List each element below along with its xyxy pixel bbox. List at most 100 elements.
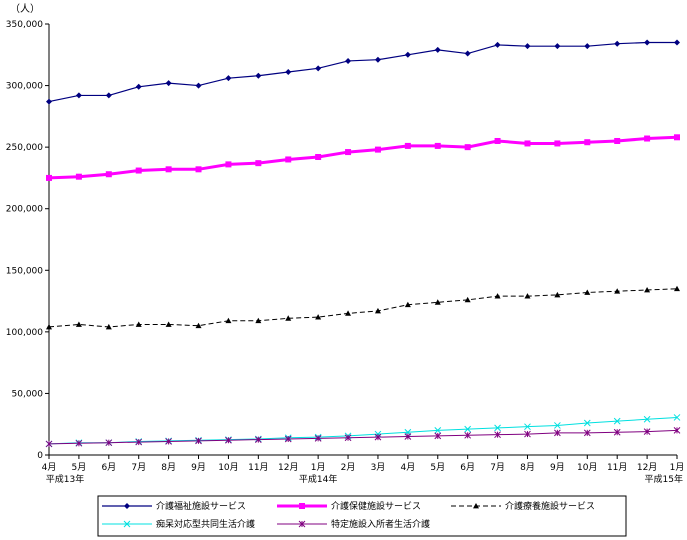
data-point xyxy=(673,427,681,434)
data-point xyxy=(315,153,322,160)
data-point xyxy=(285,156,292,163)
series-line xyxy=(48,416,678,445)
data-point xyxy=(135,83,142,90)
legend: 介護福祉施設サービス 介護保健施設サービス 介護療養施設サービス痴呆対応型共同生活介… xyxy=(97,495,627,537)
x-tick-label: 2月 xyxy=(341,462,356,473)
data-point xyxy=(464,425,472,433)
x-tick-label: 1月 xyxy=(670,462,685,473)
data-point xyxy=(614,288,621,294)
data-point xyxy=(524,423,531,431)
data-point xyxy=(434,432,442,440)
data-point xyxy=(674,39,680,46)
legend-item: 痴呆対応型共同生活介護 xyxy=(102,518,255,530)
data-point xyxy=(298,520,306,528)
x-tick-label: 6月 xyxy=(460,462,475,473)
data-point xyxy=(195,322,202,329)
series-line xyxy=(48,135,678,180)
data-point xyxy=(613,417,621,425)
x-tick-label: 11月 xyxy=(607,462,627,473)
series-2 xyxy=(46,134,680,181)
axes xyxy=(48,24,677,456)
data-point xyxy=(374,56,381,63)
data-point xyxy=(464,431,472,439)
data-point xyxy=(674,285,680,292)
data-point xyxy=(105,439,113,447)
data-point xyxy=(374,307,381,314)
data-point xyxy=(105,92,112,99)
legend-label: 介護保健施設サービス xyxy=(331,500,421,512)
y-tick-label: 50,000 xyxy=(12,389,44,399)
y-tick-label: 0 xyxy=(37,451,43,461)
data-point xyxy=(314,435,322,442)
data-point xyxy=(285,69,292,76)
data-point xyxy=(315,314,322,320)
legend-item: 特定施設入所者生活介護 xyxy=(277,518,430,530)
data-point xyxy=(165,321,172,327)
y-tick-label: 350,000 xyxy=(6,20,43,30)
data-point xyxy=(464,50,471,57)
data-point xyxy=(195,82,202,89)
y-tick-label: 300,000 xyxy=(6,82,43,92)
data-point xyxy=(494,293,501,299)
x-tick-label: 9月 xyxy=(550,462,565,473)
data-point xyxy=(225,436,232,444)
x-axis-ticks: 4月 5月 6月 7月 8月 9月 10月 11月 12月 1月 2月 3月 4月 5月 6月 7月 8月 9月 1… xyxy=(42,455,685,485)
data-point xyxy=(165,438,172,445)
data-point xyxy=(434,299,441,305)
series-5 xyxy=(45,427,681,448)
data-point xyxy=(285,315,292,321)
x-tick-label: 9月 xyxy=(191,462,206,473)
data-point xyxy=(584,43,591,50)
data-point xyxy=(75,92,82,99)
data-point xyxy=(255,160,262,167)
data-point xyxy=(464,144,471,151)
y-unit-label: （人） xyxy=(10,3,40,15)
data-point xyxy=(75,439,83,447)
legend-label: 特定施設入所者生活介護 xyxy=(331,518,430,530)
legend-box xyxy=(97,495,627,537)
legend-item: 介護保健施設サービス xyxy=(277,500,421,512)
legend-label: 介護福祉施設サービス xyxy=(156,500,246,512)
data-point xyxy=(554,140,561,147)
data-point xyxy=(315,65,322,72)
data-point xyxy=(75,173,82,180)
data-point xyxy=(404,433,412,440)
data-point xyxy=(135,438,143,446)
data-point xyxy=(554,291,561,298)
y-axis-ticks: 0 50,000 100,000 150,000 200,000 250,000 300,0… xyxy=(6,20,49,461)
x-tick-label: 8月 xyxy=(520,462,535,473)
series-group xyxy=(45,39,681,448)
data-point xyxy=(404,301,411,308)
data-point xyxy=(46,98,52,105)
data-point xyxy=(404,142,411,149)
data-point xyxy=(614,40,621,47)
data-point xyxy=(643,415,651,423)
data-point xyxy=(524,140,531,147)
series-line xyxy=(48,429,678,445)
data-point xyxy=(105,323,112,330)
y-tick-label: 200,000 xyxy=(6,205,43,215)
y-tick-label: 250,000 xyxy=(6,143,43,153)
data-point xyxy=(135,167,142,174)
data-point xyxy=(165,80,172,87)
data-point xyxy=(345,57,352,64)
data-point xyxy=(583,419,591,427)
data-point xyxy=(374,146,381,153)
data-point xyxy=(584,139,591,146)
data-point xyxy=(46,323,52,330)
data-point xyxy=(195,166,202,173)
data-point xyxy=(345,310,352,316)
data-point xyxy=(404,51,411,58)
y-tick-label: 150,000 xyxy=(6,266,43,276)
data-point xyxy=(464,296,471,303)
data-point xyxy=(613,428,621,436)
data-point xyxy=(374,430,382,438)
data-point xyxy=(124,503,130,509)
data-point xyxy=(135,321,142,327)
data-point xyxy=(45,440,53,448)
data-point xyxy=(644,286,651,293)
x-tick-label: 1月 xyxy=(311,462,326,473)
data-point xyxy=(105,171,112,178)
x-tick-label: 12月 xyxy=(637,462,657,473)
data-point xyxy=(524,43,531,50)
